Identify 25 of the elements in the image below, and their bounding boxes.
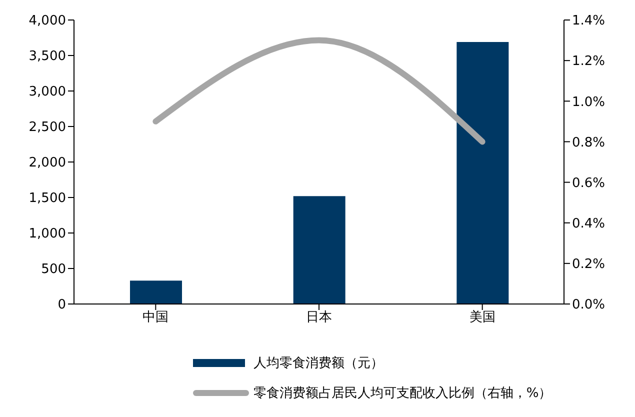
bar: [130, 280, 182, 304]
y2-tick-label: 0.0%: [572, 298, 606, 313]
y-tick-label: 500: [41, 262, 66, 278]
legend-label: 零食消费额占居民人均可支配收入比例（右轴，%）: [253, 385, 552, 402]
x-tick-label: 日本: [306, 310, 332, 326]
bar: [293, 196, 346, 304]
bar: [456, 42, 509, 304]
x-tick-label: 美国: [469, 309, 496, 326]
y-tick-label: 3,500: [28, 49, 66, 64]
y2-tick-label: 1.4%: [572, 14, 606, 29]
y-tick-label: 3,000: [28, 84, 66, 100]
y2-tick-label: 0.2%: [572, 257, 606, 272]
y2-tick-label: 1.2%: [572, 54, 606, 70]
y2-tick-label: 0.6%: [572, 176, 606, 191]
y-tick-label: 1,000: [28, 226, 66, 242]
y2-tick-label: 0.8%: [572, 135, 606, 150]
y-tick-label: 2,000: [28, 156, 66, 171]
legend-label: 人均零食消费额（元）: [253, 355, 384, 372]
y2-tick-label: 1.0%: [572, 94, 606, 110]
y-tick-label: 4,000: [28, 14, 66, 29]
y-tick-label: 1,500: [28, 191, 66, 206]
y2-tick-label: 0.4%: [572, 216, 606, 232]
x-tick-label: 中国: [142, 310, 169, 326]
y-tick-label: 0: [58, 298, 66, 313]
y-tick-label: 2,500: [28, 120, 66, 136]
